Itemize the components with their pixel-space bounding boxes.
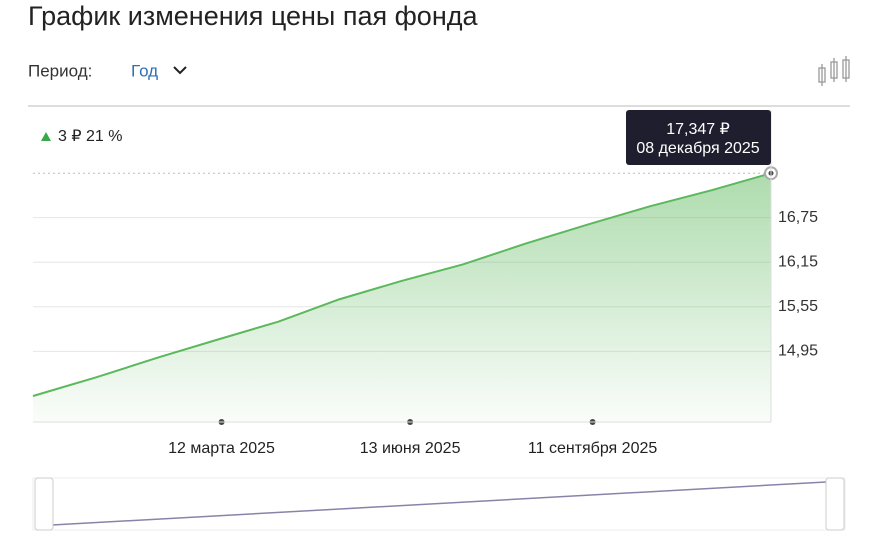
price-line: [32, 172, 772, 397]
y-tick-label: 16,15: [778, 253, 818, 270]
tooltip-date: 08 декабря 2025: [636, 140, 759, 157]
x-tick-label: 13 июня 2025: [360, 440, 461, 457]
y-tick-label: 15,55: [778, 298, 818, 315]
x-tick-label: 12 марта 2025: [168, 440, 275, 457]
navigator-line: [51, 481, 827, 526]
change-label: 3 ₽ 21 %: [58, 128, 122, 145]
tooltip: [626, 110, 771, 165]
y-tick-label: 16,75: [778, 209, 818, 226]
period-label: Период:: [28, 61, 92, 80]
area-fill: [33, 173, 771, 422]
tooltip-value: 17,347 ₽: [666, 121, 730, 138]
x-tick-label: 11 сентября 2025: [528, 440, 657, 457]
navigator-handle-left[interactable]: [34, 477, 54, 531]
period-select[interactable]: Год: [131, 61, 158, 80]
navigator: [32, 477, 846, 531]
dropdown-chevron[interactable]: [173, 66, 187, 75]
y-tick-label: 14,95: [778, 343, 818, 360]
navigator-handle-right[interactable]: [825, 477, 845, 531]
tooltip-text: 17,347 ₽ 08 декабря 2025: [636, 121, 759, 157]
candle-icon[interactable]: [818, 56, 850, 86]
up-triangle: [41, 132, 51, 141]
page-title: График изменения цены пая фонда: [28, 1, 478, 31]
